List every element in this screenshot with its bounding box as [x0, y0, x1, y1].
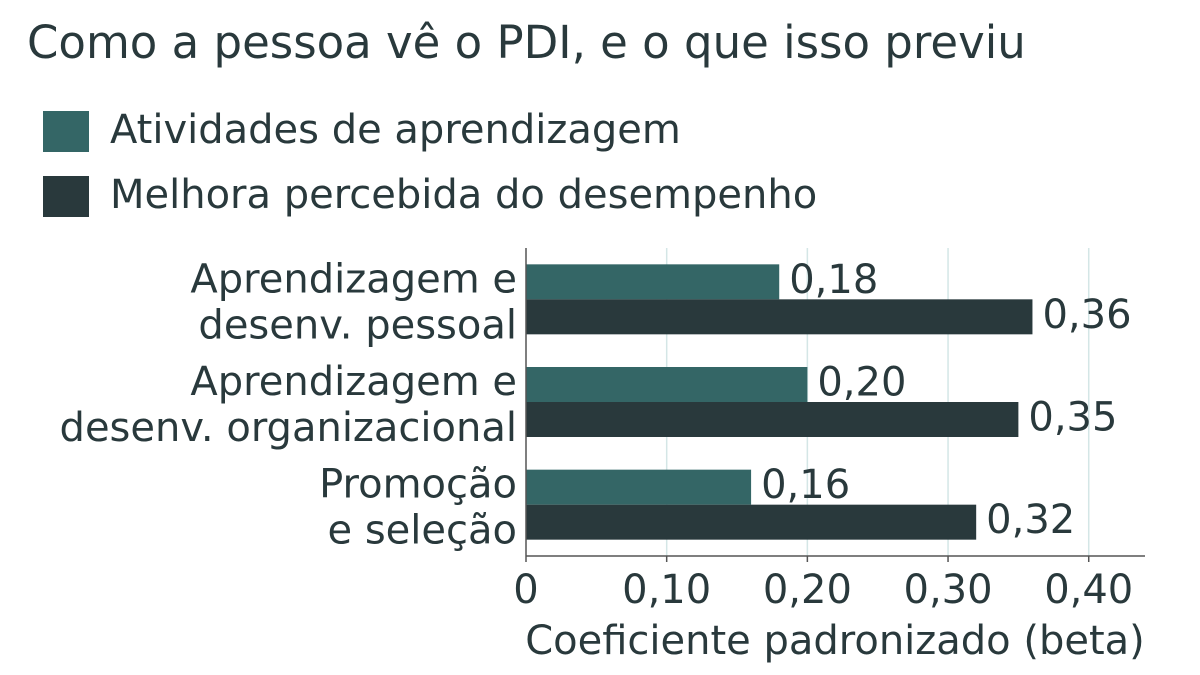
bar	[526, 402, 1019, 437]
y-tick-label: Aprendizagem e desenv. organizacional	[60, 359, 517, 451]
x-tick-label: 0,40	[1044, 567, 1133, 613]
legend-label: Melhora percebida do desempenho	[110, 172, 817, 218]
x-axis-label: Coeficiente padronizado (beta)	[525, 618, 1145, 664]
value-label: 0,36	[1042, 292, 1131, 338]
y-tick-label-line: Promoção	[319, 462, 517, 508]
x-tick-label: 0	[513, 567, 538, 613]
chart-title: Como a pessoa vê o PDI, e o que isso pre…	[27, 16, 1026, 69]
y-tick-label-line: Aprendizagem e	[190, 359, 517, 405]
bar	[526, 367, 808, 402]
value-label: 0,16	[761, 462, 850, 508]
y-tick-label-line: Aprendizagem e	[190, 256, 517, 302]
x-tick-label: 0,30	[904, 567, 993, 613]
value-label: 0,20	[817, 360, 906, 406]
value-label: 0,35	[1028, 395, 1117, 441]
y-tick-label: Promoção e seleção	[319, 462, 517, 554]
legend-swatch	[43, 111, 89, 152]
bar	[526, 504, 977, 540]
y-tick-label-line: e seleção	[328, 508, 517, 554]
y-tick-label: Aprendizagem e desenv. pessoal	[190, 256, 517, 348]
legend-swatch	[43, 176, 89, 217]
y-tick-label-line: desenv. organizacional	[60, 405, 517, 451]
x-tick-label: 0,20	[763, 567, 852, 613]
value-label: 0,32	[986, 497, 1075, 543]
bar	[526, 469, 752, 505]
bar	[526, 264, 780, 300]
y-tick-label-line: desenv. pessoal	[198, 302, 517, 348]
bar	[526, 299, 1033, 335]
x-tick-label: 0,10	[622, 567, 711, 613]
legend-label: Atividades de aprendizagem	[110, 107, 681, 153]
value-label: 0,18	[789, 257, 878, 303]
